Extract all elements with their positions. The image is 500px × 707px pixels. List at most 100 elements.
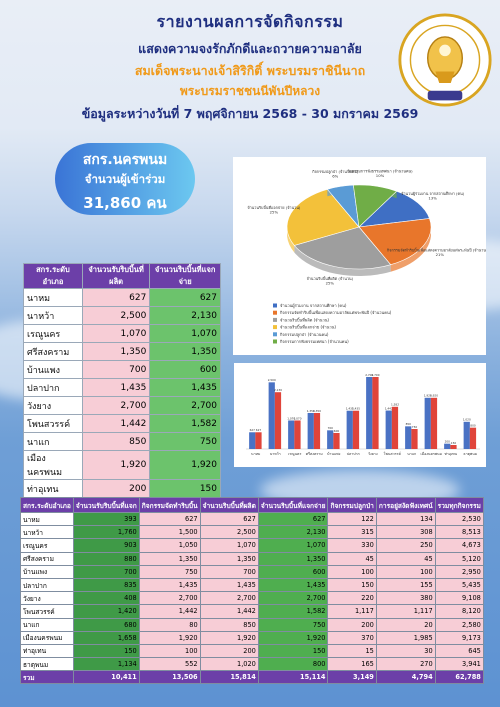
activity-col-header: รวมทุกกิจกรรม <box>434 497 484 513</box>
activity-value-cell: 627 <box>257 511 329 527</box>
bar <box>444 443 451 449</box>
bar <box>327 430 334 449</box>
bar <box>411 429 418 449</box>
activity-value-cell: 1,117 <box>375 604 436 619</box>
activity-value-cell: 330 <box>327 538 377 553</box>
activity-value-cell: 8,120 <box>434 604 484 619</box>
pie-slice-label: กิจกรรมปลูกป่า (จำนวนคน) 6% <box>312 169 359 179</box>
activity-col-header: จำนวนรับริบบิ้นที่แจก <box>72 497 140 513</box>
activity-table-row: ท่าอุเทน 150 100 200 150 15 30 645 <box>20 643 484 659</box>
activity-district-cell: ท่าอุเทน <box>20 643 74 659</box>
activity-value-cell: 1,070 <box>257 538 329 553</box>
activity-pie-chart: จำนวนผู้ร่วมงาน จากสถานศึกษา (คน) 13% กิจก… <box>233 157 486 355</box>
activity-value-cell: 1,050 <box>138 538 201 553</box>
bar-category-label: วังยาง <box>368 452 378 456</box>
produced-cell: 1,435 <box>81 378 151 397</box>
activity-table-row: เรณูนคร 903 1,050 1,070 1,070 330 250 4,673 <box>20 538 484 553</box>
pie-slice <box>358 190 430 228</box>
activity-value-cell: 10,411 <box>72 670 140 685</box>
activity-value-cell: 1,760 <box>72 525 140 540</box>
pie-legend-swatch <box>273 339 277 344</box>
activity-district-cell: นาหว้า <box>20 525 74 540</box>
activity-value-cell: 850 <box>199 617 259 632</box>
activity-value-cell: 1,117 <box>327 604 377 619</box>
district-name-cell: ท่าอุเทน <box>23 479 83 498</box>
bar <box>249 432 256 449</box>
district-name-cell: นาแก <box>23 432 83 451</box>
distributed-cell: 1,070 <box>149 324 221 343</box>
pie-slice <box>293 226 392 270</box>
bar-value-label: 1,350 <box>313 409 321 413</box>
activity-value-cell: 2,500 <box>199 525 259 540</box>
activity-value-cell: 1,582 <box>257 604 329 619</box>
bar-category-label: เรณูนคร <box>288 452 301 456</box>
col-distributed: จำนวนริบบิ้นที่แจกจ่าย <box>149 263 221 289</box>
activity-value-cell: 3,941 <box>434 657 484 672</box>
bar <box>450 445 457 449</box>
activity-table-header: สกร.ระดับอำเภอ จำนวนรับริบบิ้นที่แจก กิจกร… <box>20 497 484 513</box>
pie-legend-swatch <box>273 310 277 315</box>
activity-value-cell: 13,506 <box>138 670 201 685</box>
report-date-range: ข้อมูลระหว่างวันที่ 7 พฤศจิกายน 2568 - 3… <box>81 106 419 121</box>
activity-value-cell: 15,814 <box>199 670 259 685</box>
activity-value-cell: 100 <box>138 643 201 659</box>
activity-value-cell: 750 <box>138 564 201 579</box>
bar-value-label: 750 <box>412 425 418 429</box>
activity-value-cell: 80 <box>138 617 201 632</box>
activity-value-cell: 393 <box>72 511 140 527</box>
distributed-cell: 1,920 <box>149 450 221 480</box>
summary-office: สกร.นครพนม <box>82 152 168 168</box>
activity-value-cell: 600 <box>257 564 329 579</box>
report-subtitle-queen: สมเด็จพระนางเจ้าสิริกิติ์ พระบรมราชินีนา… <box>134 63 366 78</box>
activity-value-cell: 1,920 <box>199 630 259 645</box>
activity-value-cell: 134 <box>375 511 436 527</box>
report-header: รายงานผลการจัดกิจกรรม แสดงความจงรักภักดี… <box>0 10 500 124</box>
bar-value-label: 800 <box>470 423 476 427</box>
district-name-cell: ศรีสงคราม <box>23 342 83 361</box>
bar-category-label: โพนสวรรค์ <box>384 451 402 456</box>
activity-value-cell: 1,442 <box>138 604 201 619</box>
produced-cell: 1,920 <box>81 450 151 480</box>
bar <box>372 377 379 449</box>
distributed-cell: 600 <box>149 360 221 379</box>
ribbon-table-row: วังยาง 2,700 2,700 <box>23 396 221 415</box>
bar <box>333 433 340 449</box>
activity-value-cell: 1,442 <box>199 604 259 619</box>
activity-value-cell: 1,350 <box>138 551 201 566</box>
bar-value-label: 1,020 <box>463 418 471 422</box>
pie-legend-label: จำนวนริบบิ้นที่แจกจ่าย (จำนวน) <box>280 323 336 330</box>
activity-district-cell: เรณูนคร <box>20 538 74 553</box>
ribbon-table-row: โพนสวรรค์ 1,442 1,582 <box>23 414 221 433</box>
activity-value-cell: 5,120 <box>434 551 484 566</box>
col-produced: จำนวนรับริบบิ้นที่ผลิต <box>81 263 151 289</box>
activity-value-cell: 1,435 <box>257 577 329 593</box>
pie-legend-label: กิจกรรมการฟังธรรมเทศนา (จำนวนคน) <box>279 339 349 344</box>
activity-value-cell: 700 <box>199 564 259 579</box>
activity-district-cell: รวม <box>20 670 74 685</box>
bar-category-label: ธาตุพนม <box>463 452 477 457</box>
distributed-cell: 750 <box>149 432 221 451</box>
produced-cell: 1,350 <box>81 342 151 361</box>
activity-col-header: จำนวนริบบิ้นที่แจกจ่าย <box>257 497 329 513</box>
activity-value-cell: 2,700 <box>257 591 329 606</box>
produced-cell: 627 <box>81 288 151 307</box>
ribbon-table-row: นาหว้า 2,500 2,130 <box>23 306 221 325</box>
activity-table-row: วังยาง 408 2,700 2,700 2,700 220 380 9,108 <box>20 591 484 606</box>
col-district: สกร.ระดับอำเภอ <box>23 263 83 289</box>
bar <box>255 432 262 449</box>
pie-slice-depth <box>294 245 391 276</box>
activity-value-cell: 155 <box>375 577 436 593</box>
district-name-cell: นาหว้า <box>23 306 83 325</box>
activity-value-cell: 15 <box>327 643 377 659</box>
activity-district-cell: วังยาง <box>20 591 74 606</box>
activity-value-cell: 1,070 <box>199 538 259 553</box>
activity-col-header: กิจกรรมจัดทำริบบิ้น <box>138 497 201 513</box>
activity-value-cell: 627 <box>199 511 259 527</box>
activity-district-cell: ธาตุพนม <box>20 657 74 672</box>
activity-value-cell: 627 <box>138 511 201 527</box>
activity-value-cell: 2,530 <box>434 511 484 527</box>
activity-col-header: จำนวนริบบิ้นที่ผลิต <box>199 497 259 513</box>
activity-value-cell: 220 <box>327 591 377 606</box>
bar-value-label: 600 <box>334 429 340 433</box>
activity-value-cell: 45 <box>327 551 377 566</box>
